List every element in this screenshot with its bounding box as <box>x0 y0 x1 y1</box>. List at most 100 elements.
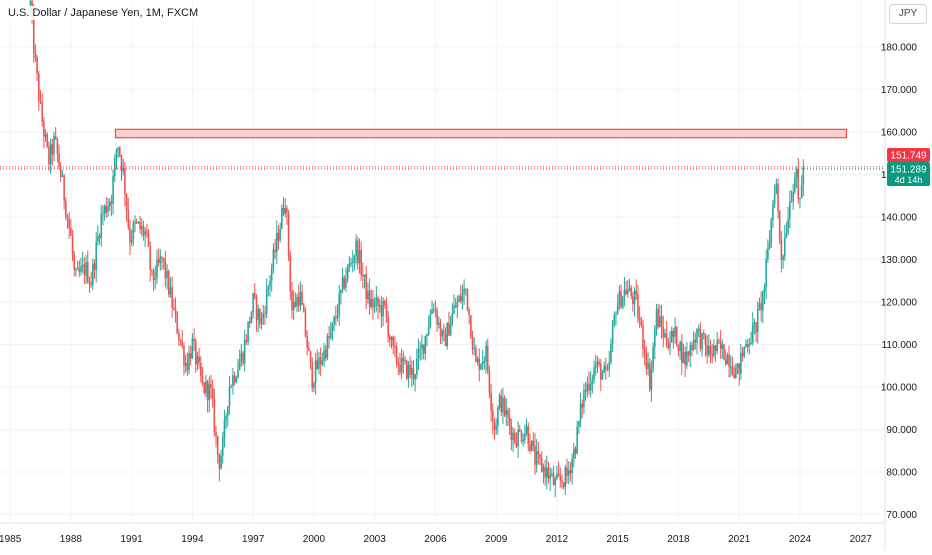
candle <box>296 296 298 307</box>
candle <box>755 322 757 333</box>
candle <box>566 467 568 476</box>
candle <box>427 326 430 335</box>
candle <box>70 227 72 236</box>
candle <box>294 301 297 307</box>
price-line-layer <box>0 166 885 170</box>
candle <box>454 305 457 308</box>
candle <box>254 293 256 298</box>
candle <box>778 211 781 239</box>
resistance-zone[interactable] <box>114 128 848 139</box>
candle <box>802 167 805 186</box>
candle <box>753 322 756 325</box>
candle <box>292 301 295 311</box>
y-tick-label: 160.000 <box>881 127 918 138</box>
candle <box>162 258 165 262</box>
candle <box>75 269 77 271</box>
candle <box>677 345 680 352</box>
candle <box>78 268 81 273</box>
candle <box>108 201 111 207</box>
candle <box>73 254 76 271</box>
candle <box>446 323 449 347</box>
candle <box>201 375 204 383</box>
candle <box>179 339 182 342</box>
candle <box>274 249 276 252</box>
candle <box>301 291 303 305</box>
candle <box>640 321 643 326</box>
candle <box>458 296 460 303</box>
candle <box>625 289 627 295</box>
candle <box>95 241 97 270</box>
candle <box>507 410 509 418</box>
candle <box>559 475 562 481</box>
candle <box>549 474 551 479</box>
candle <box>382 300 384 317</box>
candle <box>270 268 273 282</box>
candle <box>745 343 747 347</box>
candle <box>689 345 692 356</box>
candle <box>120 155 123 172</box>
candle <box>81 264 84 267</box>
candle <box>512 432 514 440</box>
candle <box>664 333 666 338</box>
candle <box>237 369 239 378</box>
candle <box>657 309 659 327</box>
candle <box>515 442 518 447</box>
candle <box>780 238 783 261</box>
candle <box>532 440 535 446</box>
candle <box>419 348 422 350</box>
candle <box>380 304 383 317</box>
candle <box>475 347 477 362</box>
candle <box>49 144 52 165</box>
candle <box>569 470 572 474</box>
candle <box>679 341 681 352</box>
candle <box>159 256 162 263</box>
candle <box>652 347 654 369</box>
candle <box>186 362 189 371</box>
candle <box>54 135 57 139</box>
candle <box>154 277 157 280</box>
candle <box>250 311 253 323</box>
candle <box>356 240 359 264</box>
candle <box>51 144 54 155</box>
y-tick-label: 110.000 <box>882 340 918 351</box>
price-axis[interactable]: 70.000 80.000 90.000 100.000 110.000 120.000 1… <box>881 42 918 521</box>
candle <box>716 340 719 352</box>
candle <box>772 203 774 220</box>
candle <box>605 365 607 370</box>
candle <box>122 167 124 172</box>
candle <box>726 354 729 365</box>
candle <box>588 383 590 391</box>
candle <box>735 368 737 379</box>
time-axis[interactable]: 1985 1988 1991 1994 1997 2000 2003 2006 2009 2012… <box>0 534 872 545</box>
candle <box>409 364 411 375</box>
candle <box>789 201 791 219</box>
candle <box>756 308 759 333</box>
candle <box>58 153 60 168</box>
candle <box>306 336 308 349</box>
candle <box>785 232 788 238</box>
candle <box>299 291 302 306</box>
candle <box>329 332 332 338</box>
candle <box>407 364 410 379</box>
candle <box>660 316 663 327</box>
candle <box>513 432 516 443</box>
candle <box>394 346 396 348</box>
candle <box>503 397 506 416</box>
candle <box>571 458 573 474</box>
y-tick-label: 130.000 <box>881 255 918 266</box>
candle <box>260 318 263 324</box>
candle <box>346 266 349 280</box>
candle <box>540 458 543 472</box>
x-tick-label: 2006 <box>424 534 447 545</box>
candle <box>272 249 275 269</box>
candle <box>598 361 600 364</box>
currency-badge[interactable]: JPY <box>889 4 927 24</box>
candle <box>729 366 732 368</box>
candle <box>318 357 320 369</box>
candle <box>338 293 341 315</box>
candle <box>259 309 261 324</box>
candle <box>670 331 673 343</box>
candle <box>748 344 751 347</box>
